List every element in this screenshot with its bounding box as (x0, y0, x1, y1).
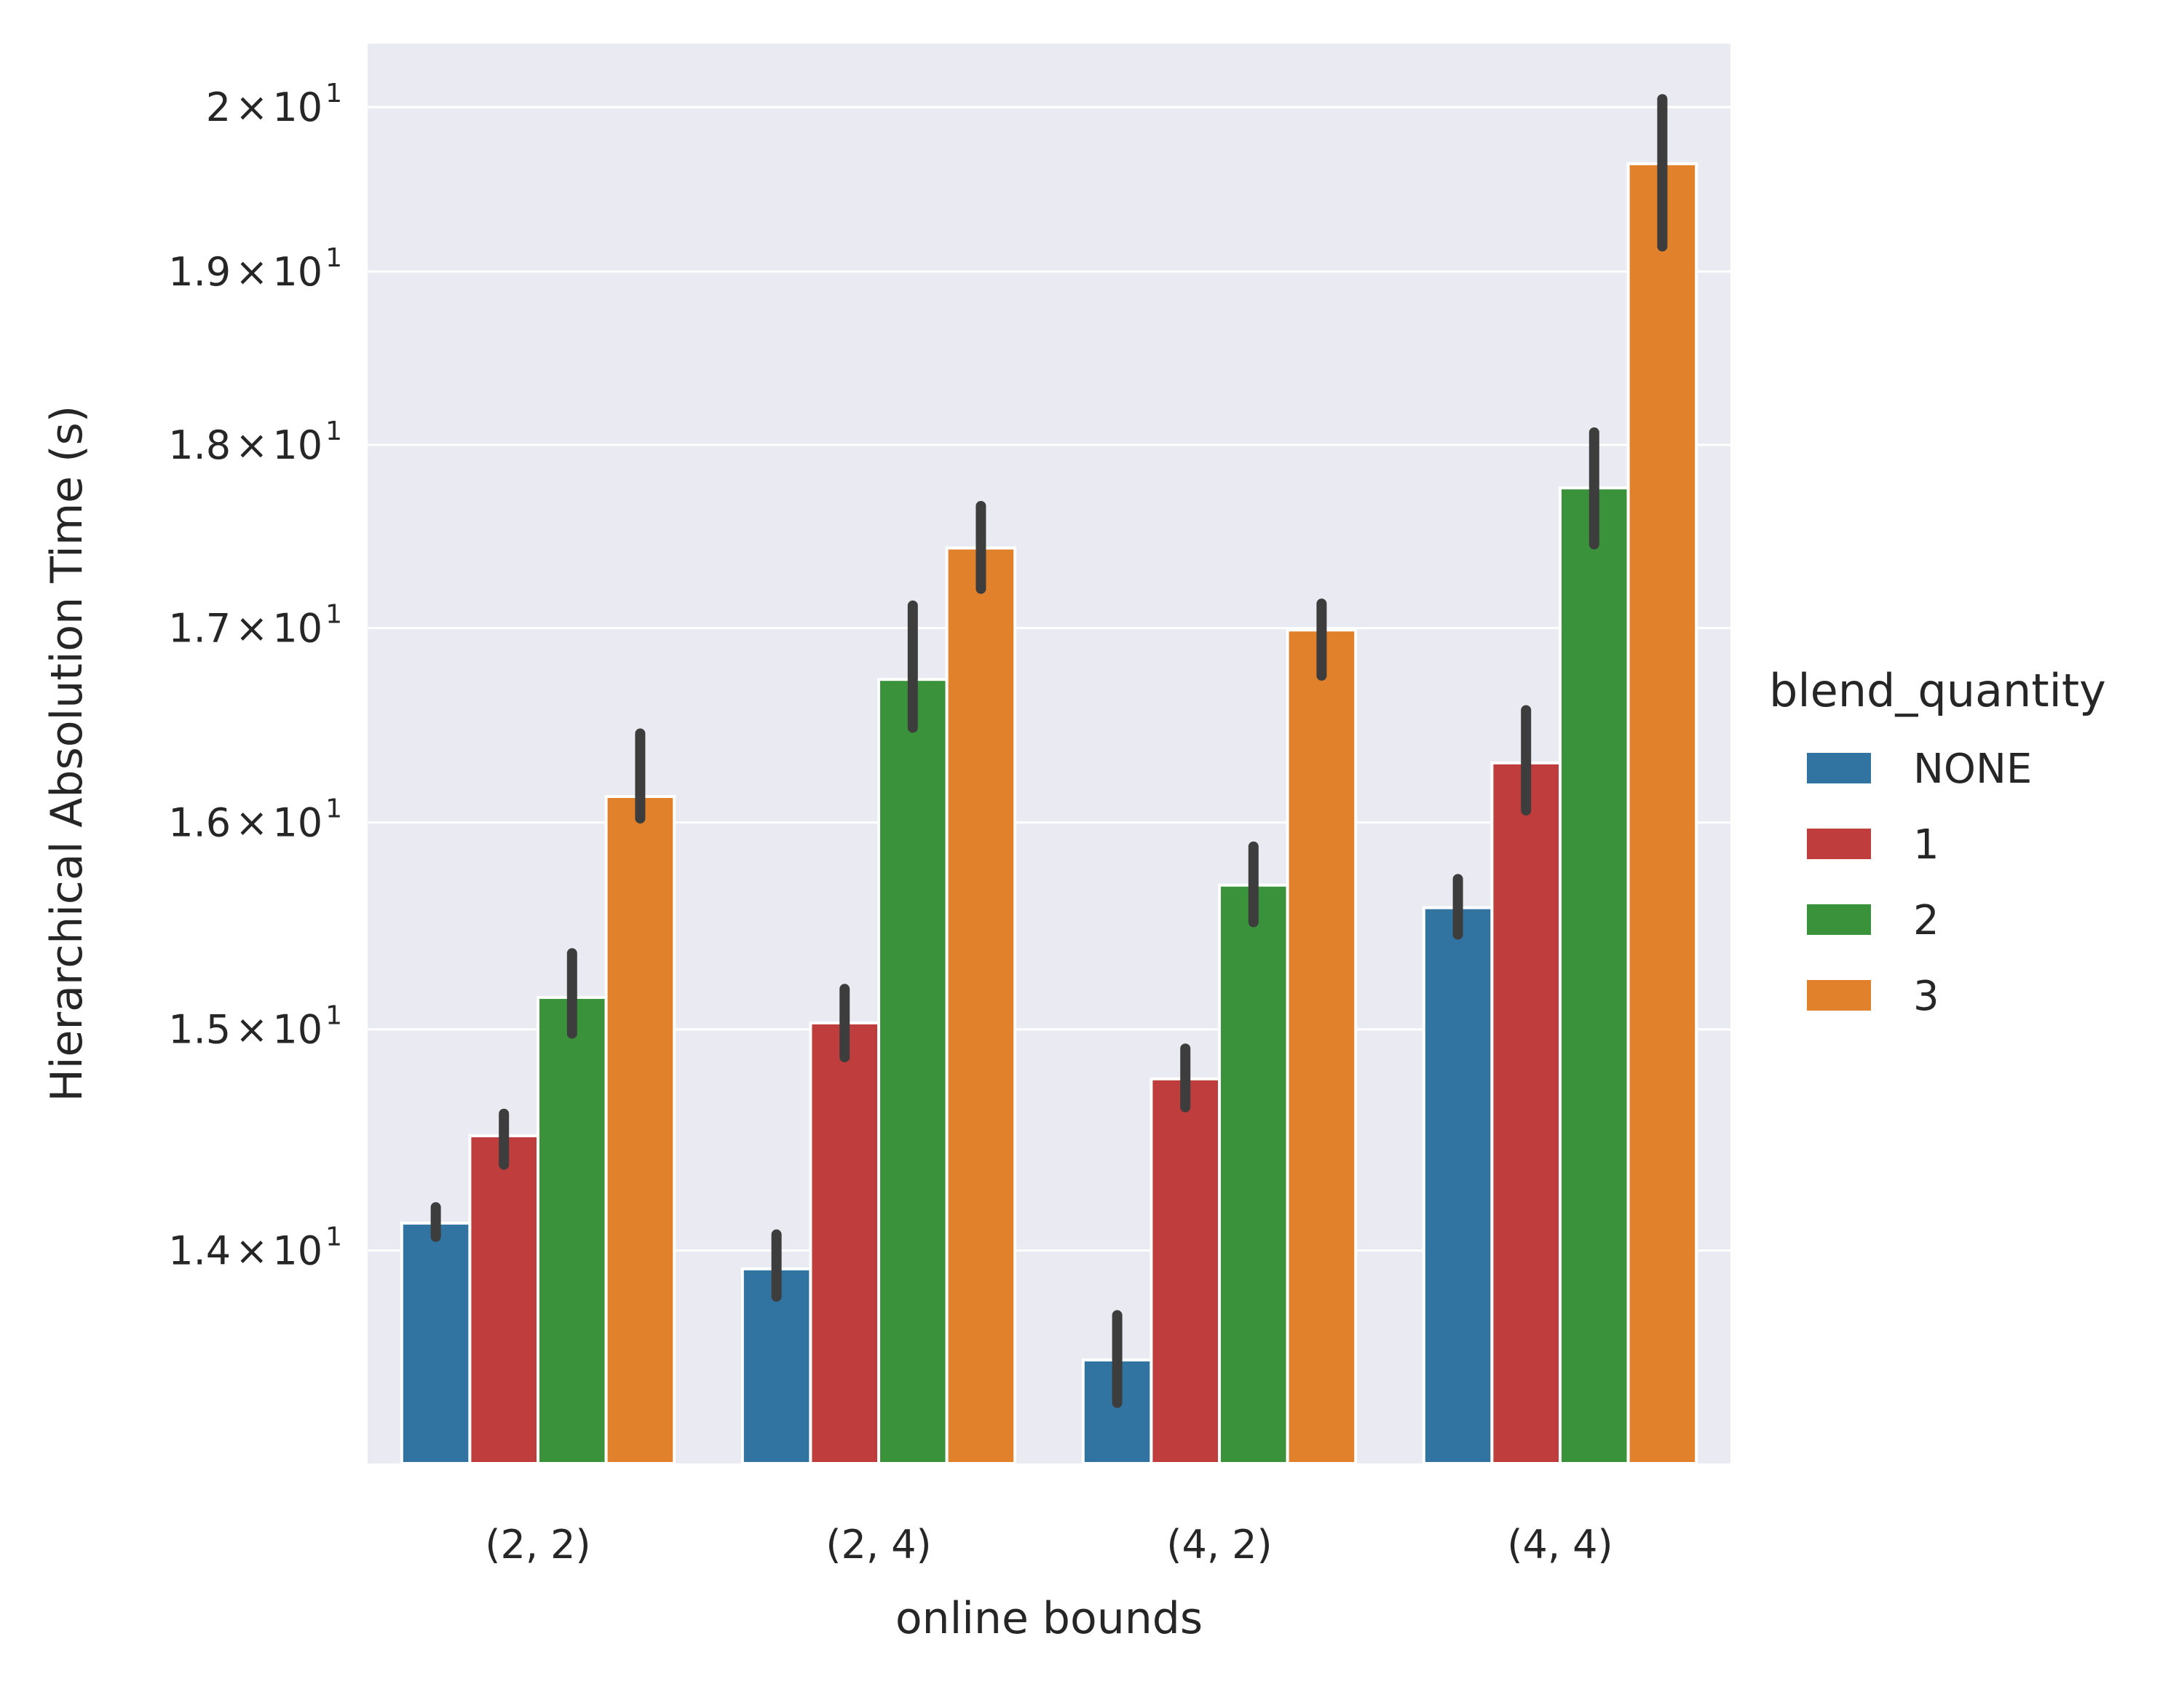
x-tick-labels: (2, 2) (2, 4) (4, 2) (4, 4) (485, 1522, 1613, 1568)
bar (809, 1021, 881, 1465)
legend-label: 1 (1913, 821, 1939, 869)
bar (468, 1134, 540, 1465)
bar (877, 678, 949, 1465)
y-tick-times: × (235, 1007, 268, 1053)
legend-swatch (1807, 904, 1871, 935)
y-tick-mantissa: 1.6 (168, 800, 231, 846)
x-tick-label: (2, 2) (485, 1522, 590, 1568)
bar (1422, 906, 1494, 1465)
bar (400, 1221, 472, 1466)
bar (1081, 1358, 1153, 1465)
y-tick-times: × (235, 1228, 268, 1273)
x-tick-label: (4, 2) (1166, 1522, 1272, 1568)
y-tick-labels: 1.4 × 10 11.5 × 10 11.6 × 10 11.7 × 10 11.8 × 10 11.9 × 1… (168, 79, 342, 1273)
y-tick-label: 1.9 × 10 1 (168, 243, 342, 295)
y-tick-times: × (235, 249, 268, 295)
x-axis-label: online bounds (895, 1593, 1203, 1644)
error-bars (430, 94, 1668, 1408)
y-tick-base: 10 (272, 422, 323, 468)
y-tick-exponent: 1 (325, 243, 342, 273)
y-tick-exponent: 1 (325, 1001, 342, 1031)
y-tick-mantissa: 1.4 (168, 1228, 231, 1273)
bar (537, 995, 608, 1466)
legend-swatch (1807, 753, 1871, 783)
y-tick-base: 10 (272, 800, 323, 846)
legend-label: NONE (1913, 746, 2032, 793)
bar (1150, 1077, 1222, 1465)
y-tick-times: × (235, 84, 268, 130)
y-tick-base: 10 (272, 606, 323, 652)
y-tick-exponent: 1 (325, 794, 342, 824)
y-tick-mantissa: 1.9 (168, 249, 231, 295)
bars (400, 162, 1698, 1466)
y-tick-exponent: 1 (325, 79, 342, 108)
x-tick-label: (4, 4) (1507, 1522, 1613, 1568)
legend-swatch (1807, 980, 1871, 1011)
y-tick-times: × (235, 422, 268, 468)
y-tick-label: 1.6 × 10 1 (168, 794, 342, 846)
y-tick-mantissa: 1.8 (168, 422, 231, 468)
y-tick-base: 10 (272, 249, 323, 295)
legend-label: 3 (1913, 973, 1939, 1020)
bar (604, 794, 676, 1466)
y-tick-exponent: 1 (325, 600, 342, 630)
y-tick-base: 10 (272, 1007, 323, 1053)
bar (1626, 162, 1698, 1466)
legend-label: 2 (1913, 897, 1939, 944)
legend-title: blend_quantity (1769, 664, 2106, 717)
y-tick-exponent: 1 (325, 416, 342, 446)
y-tick-label: 1.5 × 10 1 (168, 1001, 342, 1053)
y-tick-mantissa: 1.5 (168, 1007, 231, 1053)
x-tick-label: (2, 4) (826, 1522, 931, 1568)
y-tick-base: 10 (272, 1228, 323, 1273)
y-tick-mantissa: 2 (206, 84, 231, 130)
y-tick-label: 1.7 × 10 1 (168, 600, 342, 652)
legend: blend_quantity NONE 1 2 3 (1769, 664, 2106, 1020)
y-tick-times: × (235, 800, 268, 846)
bar (1286, 628, 1358, 1465)
y-axis-label: Hierarchical Absolution Time (s) (41, 406, 92, 1102)
y-tick-base: 10 (272, 84, 323, 130)
y-tick-mantissa: 1.7 (168, 606, 231, 652)
y-tick-label: 1.8 × 10 1 (168, 416, 342, 468)
bar (1218, 883, 1289, 1466)
y-tick-exponent: 1 (325, 1222, 342, 1252)
bar (1559, 486, 1630, 1465)
y-tick-times: × (235, 606, 268, 652)
y-tick-label: 2 × 10 1 (206, 79, 342, 130)
bar (945, 546, 1017, 1465)
bar (1490, 761, 1562, 1465)
y-tick-label: 1.4 × 10 1 (168, 1222, 342, 1273)
legend-swatch (1807, 829, 1871, 859)
